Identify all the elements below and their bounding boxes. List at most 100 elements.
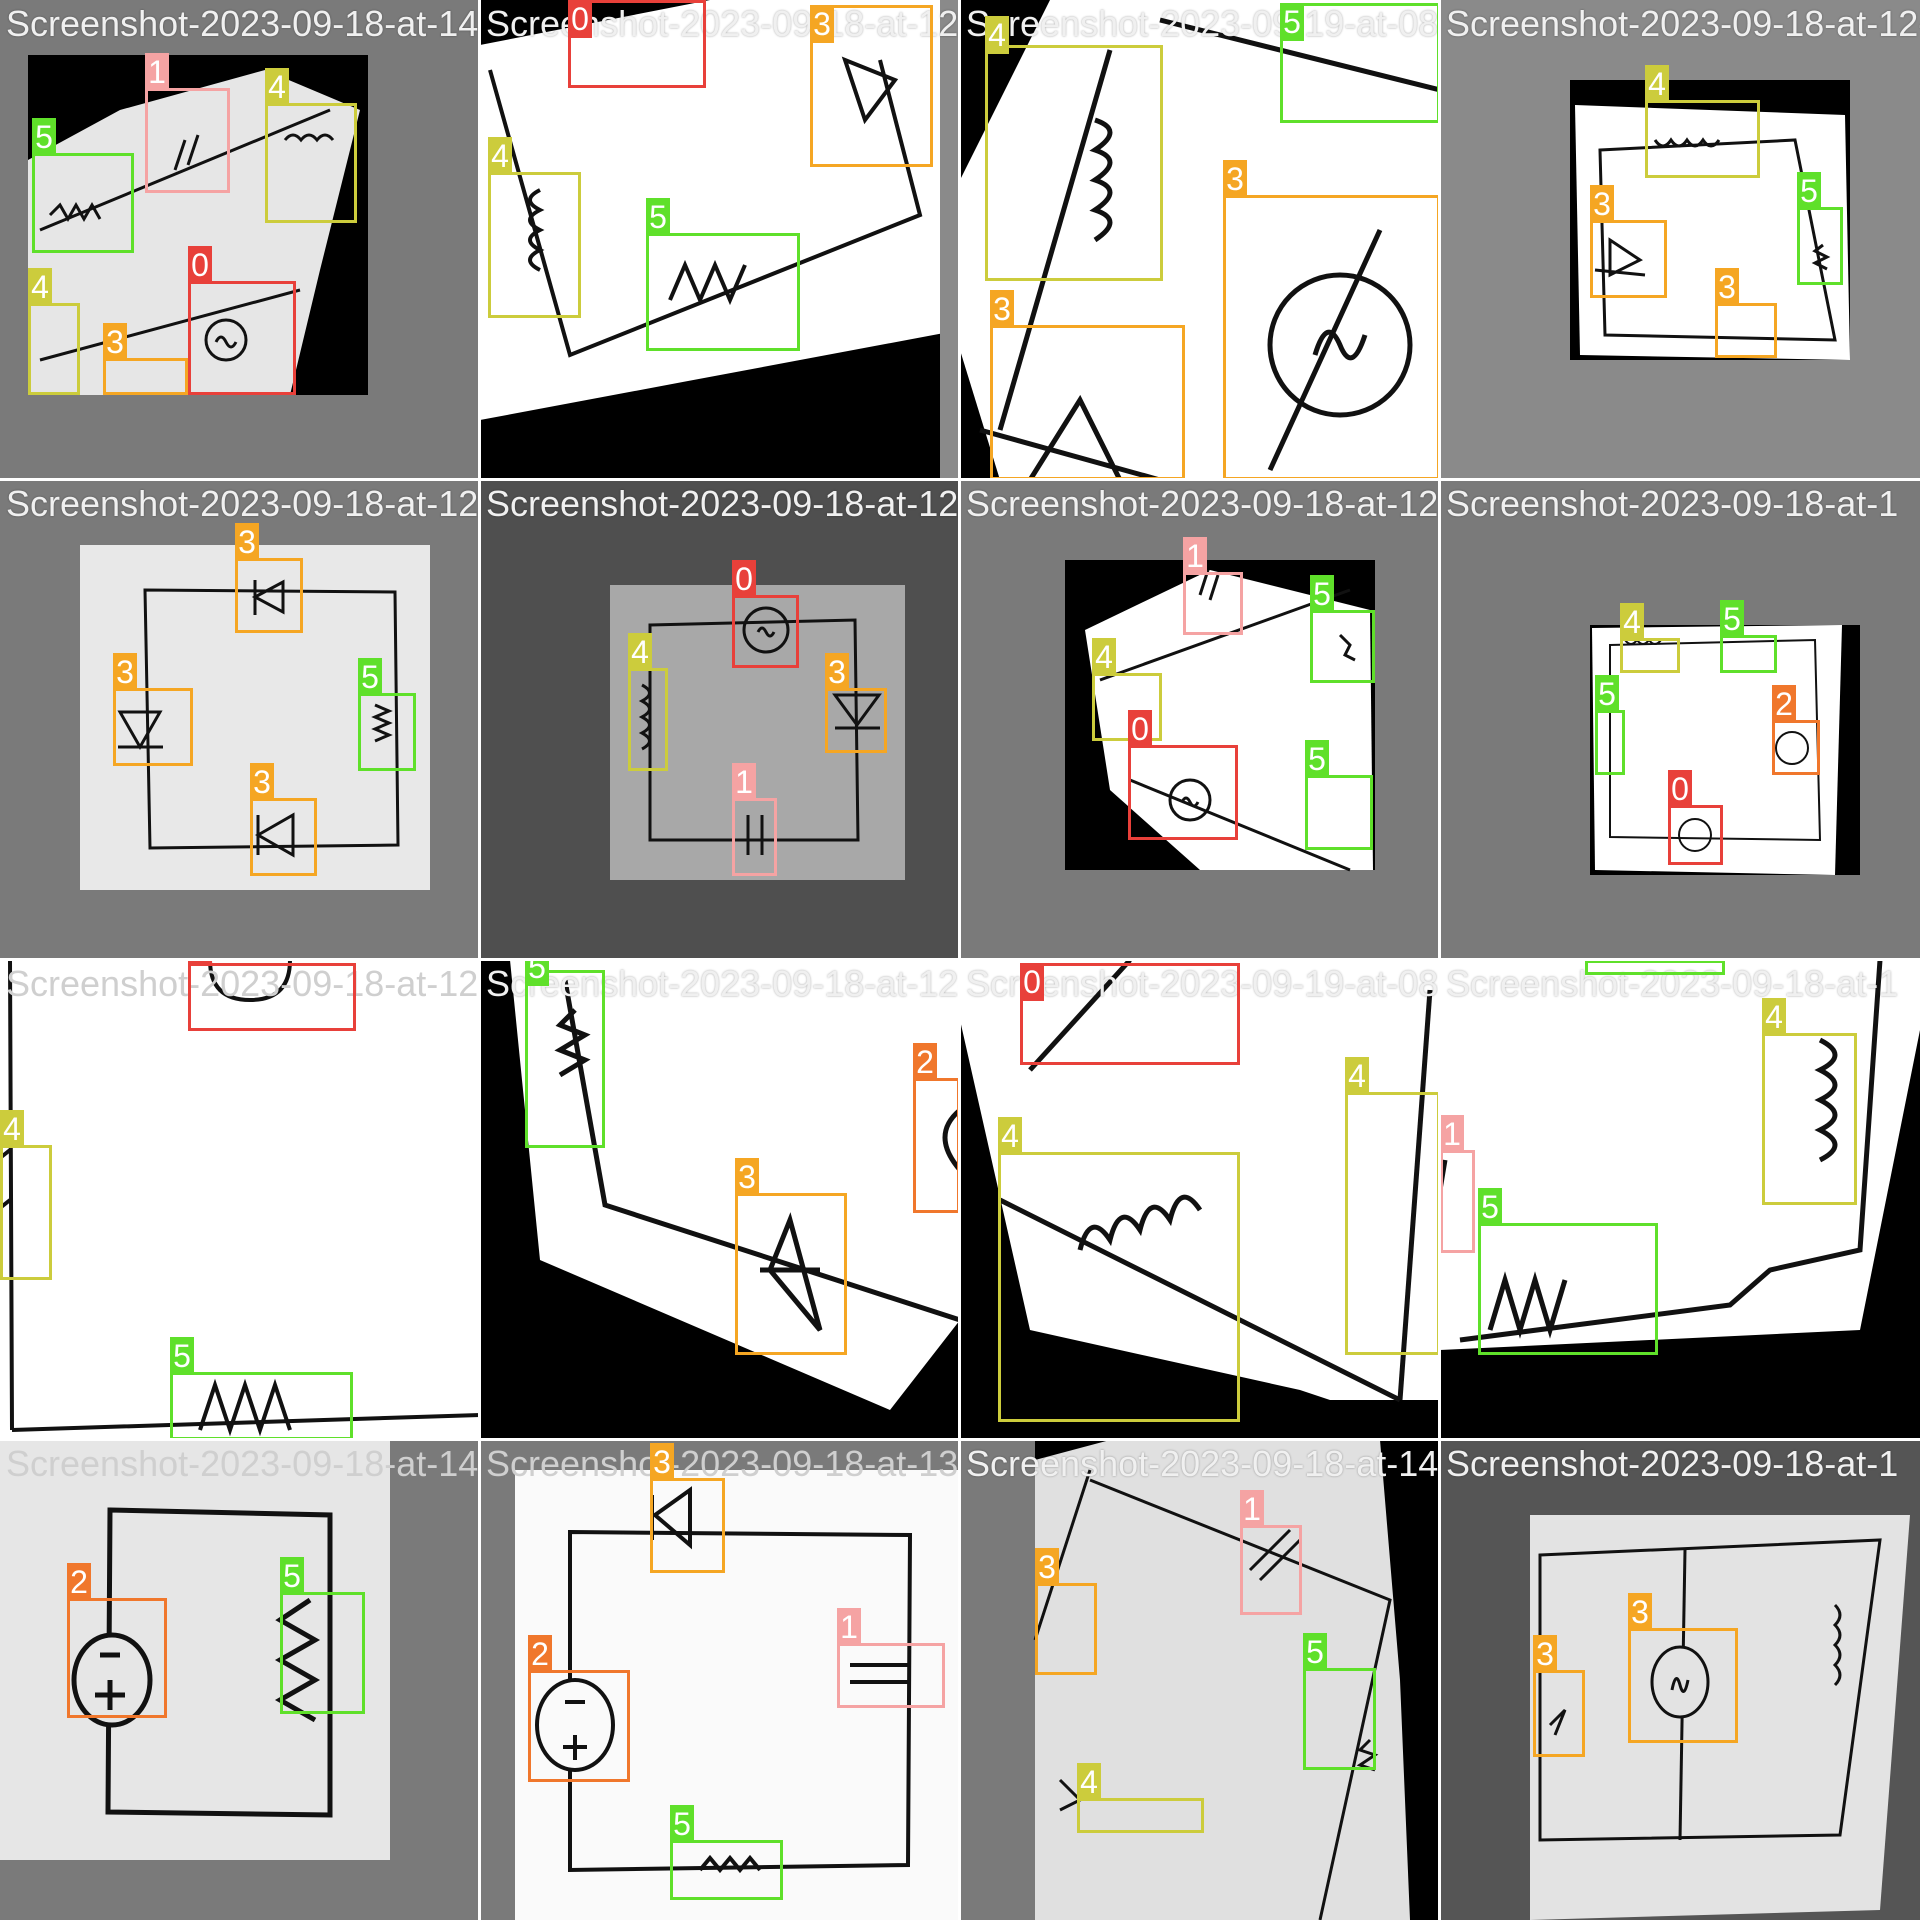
class-label: 4 (1345, 1057, 1369, 1095)
detection-box: 0 (188, 960, 356, 1031)
class-label: 3 (113, 653, 137, 691)
class-label: 5 (32, 118, 56, 156)
class-label: 3 (1715, 268, 1739, 306)
detection-box: 5 (1478, 1188, 1658, 1355)
class-label: 0 (1668, 770, 1692, 808)
detection-box: 4 (628, 633, 668, 771)
detection-box: 5 (1797, 172, 1843, 285)
class-label: 5 (358, 658, 382, 696)
tile-image (1440, 960, 1920, 1350)
grid-divider (0, 478, 1920, 481)
detection-box: 3 (825, 653, 887, 753)
tile-image (28, 55, 368, 395)
detection-box: 4 (1620, 603, 1680, 673)
detection-box: 3 (250, 763, 317, 876)
class-label: 2 (528, 1635, 552, 1673)
detection-box: 1 (732, 763, 777, 876)
detection-box: 0 (1128, 710, 1238, 840)
detection-box: 3 (103, 323, 188, 395)
class-label: 3 (250, 763, 274, 801)
detection-box: 1 (837, 1608, 945, 1708)
class-label: 0 (188, 960, 212, 966)
tile: Screenshot-2023-09-19-at-08-20-09.png 4 … (960, 0, 1440, 480)
detection-box: 4 (265, 68, 357, 223)
class-label: 0 (188, 246, 212, 284)
class-label: 5 (1595, 675, 1619, 713)
detection-box: 3 (1035, 1548, 1097, 1675)
detection-box: 2 (528, 1635, 630, 1782)
tile: Screenshot-2023-09-18-at-14-22-39.png 2 … (0, 1440, 480, 1920)
detection-box: 3 (1223, 160, 1440, 480)
detection-box: 4 (488, 137, 581, 318)
detection-box: 1 (1440, 1115, 1475, 1253)
tile: Screenshot-2023-09-19-at-08-19-50.png 0 … (960, 960, 1440, 1440)
detection-box: 5 (1595, 675, 1625, 775)
class-label: 5 (525, 960, 549, 986)
tile: Screenshot-2023-09-18-at-1 5 4 1 5 (1440, 960, 1920, 1440)
class-label: 3 (1628, 1593, 1652, 1631)
class-label: 3 (825, 653, 849, 691)
class-label: 3 (1223, 160, 1247, 198)
class-label: 1 (1240, 1490, 1264, 1528)
detection-box: 4 (0, 1110, 52, 1280)
class-label: 1 (145, 53, 169, 91)
class-label: 4 (1077, 1763, 1101, 1801)
detection-box: 5 (1310, 575, 1375, 683)
detection-box: 4 (1077, 1763, 1204, 1833)
detection-box: 3 (235, 523, 303, 633)
class-label: 0 (732, 560, 756, 598)
tile-image (480, 0, 960, 480)
detection-box: 5 (646, 198, 800, 351)
detection-box: 2 (913, 1043, 960, 1213)
detection-box: 4 (1762, 998, 1857, 1205)
detection-box: 3 (1590, 185, 1667, 298)
detection-box: 0 (732, 560, 799, 668)
detection-box: 5 (1585, 960, 1725, 975)
tile: Screenshot-2023-09-18-at-14-51-53.png 1 … (960, 1440, 1440, 1920)
class-label: 1 (837, 1608, 861, 1646)
class-label: 2 (913, 1043, 937, 1081)
tile-image (960, 960, 1440, 1403)
detection-box: 0 (188, 246, 296, 395)
tile: Screenshot-2023-09-18-at-12-25-43.png 0 … (480, 480, 960, 960)
detection-box: 1 (1240, 1490, 1302, 1615)
class-label: 5 (1585, 960, 1609, 963)
class-label: 3 (103, 323, 127, 361)
tile: Screenshot-2023-09-18-at-12-31-48.png 0 … (480, 0, 960, 480)
tile-image (480, 960, 960, 1410)
tile-image (1065, 560, 1375, 872)
detection-box: 0 (1020, 963, 1240, 1065)
class-label: 1 (1440, 1115, 1464, 1153)
class-label: 0 (568, 0, 592, 38)
tile-image (80, 545, 430, 890)
class-label: 4 (985, 16, 1009, 54)
detection-box: 5 (32, 118, 134, 253)
class-label: 5 (1303, 1633, 1327, 1671)
detection-box: 0 (1668, 770, 1723, 865)
detection-box: 0 (568, 0, 706, 88)
detection-box: 3 (1628, 1593, 1738, 1743)
class-label: 0 (1020, 963, 1044, 1001)
detection-box: 4 (1092, 638, 1162, 741)
tile: Screenshot-2023-09-18-at-13-37-21.png 3 … (480, 1440, 960, 1920)
class-label: 5 (1310, 575, 1334, 613)
class-label: 4 (1620, 603, 1644, 641)
class-label: 5 (670, 1805, 694, 1843)
grid-divider (0, 1438, 1920, 1441)
detection-box: 3 (735, 1158, 847, 1355)
detection-box: 5 (280, 1557, 365, 1714)
detection-box: 1 (1183, 537, 1243, 635)
class-label: 0 (1128, 710, 1152, 748)
tile-image (1570, 80, 1850, 360)
class-label: 1 (732, 763, 756, 801)
tile-image (1530, 1515, 1910, 1920)
class-label: 4 (488, 137, 512, 175)
detection-box: 5 (1280, 3, 1440, 123)
class-label: 3 (1590, 185, 1614, 223)
detection-box: 3 (1715, 268, 1777, 358)
detection-box: 5 (1303, 1633, 1376, 1770)
class-label: 4 (628, 633, 652, 671)
detection-box: 1 (145, 53, 230, 193)
class-label: 2 (67, 1563, 91, 1601)
